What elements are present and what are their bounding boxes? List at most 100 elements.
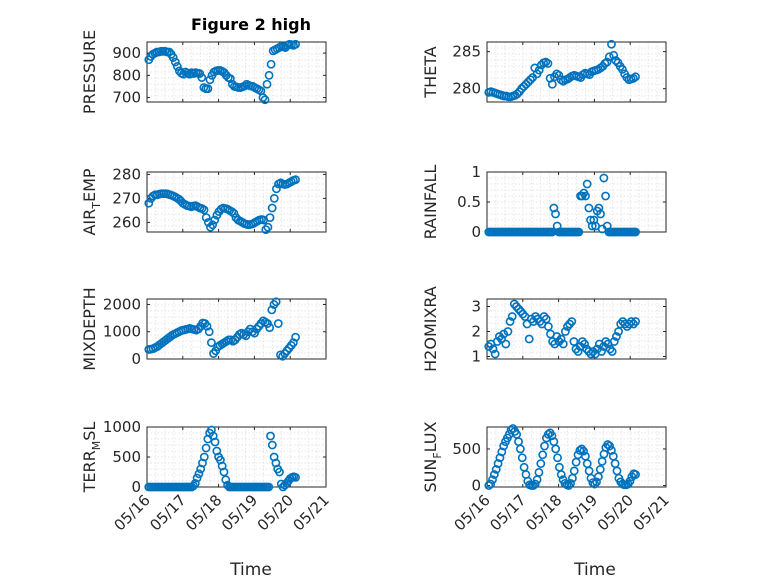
theta-data-point	[611, 56, 621, 65]
h2omixra-data-point	[569, 337, 579, 346]
sunflux-data-point	[597, 456, 607, 466]
pressure-data-point	[168, 53, 178, 62]
pressure-data-point	[205, 75, 215, 85]
pressure-data-point	[291, 39, 300, 49]
h2omixra-data-point	[573, 347, 583, 356]
y-tick-label: 2000	[103, 295, 141, 313]
sunflux-data-point	[584, 466, 594, 476]
mixdepth-data-point	[202, 321, 212, 331]
mixdepth-data-point	[273, 319, 283, 328]
airtemp-data-point	[267, 203, 277, 213]
pressure-data-point	[164, 47, 174, 57]
pressure-data-point	[203, 84, 213, 94]
h2omixra-data-point	[577, 337, 587, 346]
h2omixra-data-point	[539, 312, 549, 321]
x-tick-label: 05/18	[522, 491, 565, 534]
airtemp-data-point	[210, 215, 220, 225]
y-tick-label: 0	[131, 350, 141, 368]
theta-data-point	[519, 82, 529, 91]
mixdepth-data-point	[289, 338, 298, 348]
terrmsl-data-point	[192, 473, 202, 483]
theta-data-point	[604, 52, 614, 62]
airtemp-data-point	[265, 213, 275, 222]
sunflux-data-point	[491, 465, 501, 474]
airtemp-data-point	[272, 184, 281, 194]
airtemp-axes-frame	[146, 171, 327, 233]
h2omixra-data-point	[580, 339, 589, 349]
rainfall-data-point	[549, 203, 559, 213]
pressure-data-point	[266, 59, 276, 69]
pressure-data-point	[179, 69, 188, 79]
rainfall-data-point	[601, 191, 610, 201]
y-tick-label: 260	[112, 213, 141, 231]
sunflux-data-point	[536, 459, 546, 468]
x-tick-label: 05/19	[558, 491, 601, 534]
h2omixra-data-point	[524, 334, 534, 344]
y-tick-label: 1	[471, 163, 481, 181]
sunflux-data-point	[625, 476, 635, 486]
terrmsl-data-point	[201, 443, 211, 453]
airtemp-data-point	[199, 205, 209, 215]
h2omixra-data-point	[518, 309, 528, 319]
rainfall-data-point	[574, 227, 584, 237]
sunflux-data-point	[497, 447, 507, 457]
y-tick-label: 1	[471, 348, 481, 366]
h2omixra-data-point	[514, 304, 523, 314]
y-tick-label: 3	[471, 298, 481, 316]
theta-data-point	[517, 84, 527, 94]
h2omixra-data-point	[516, 307, 526, 316]
rainfall-axes-frame	[486, 171, 667, 233]
sunflux-data-point	[595, 465, 605, 474]
sunflux-data-point	[493, 459, 503, 468]
theta-axes-frame	[486, 41, 667, 103]
x-tick-label: 05/17	[486, 491, 529, 534]
mixdepth-data-point	[291, 332, 300, 342]
theta-ylabel: THETA	[421, 46, 440, 98]
terrmsl-data-point	[267, 440, 277, 450]
rainfall-data-point	[586, 215, 595, 225]
sunflux-data-point	[577, 444, 587, 454]
rainfall-data-point	[596, 209, 605, 219]
pressure-data-point	[260, 95, 270, 105]
y-tick-label: 0	[471, 223, 481, 241]
x-tick-label: 05/19	[218, 491, 261, 534]
h2omixra-data-point	[503, 327, 513, 336]
y-tick-label: 0.5	[457, 193, 481, 211]
sunflux-data-point	[590, 479, 600, 489]
sunflux-data-point	[515, 444, 525, 454]
terrmsl-data-point	[291, 472, 300, 482]
airtemp-ylabel: AIRTEMP	[80, 168, 103, 235]
theta-data-point	[609, 50, 619, 60]
sunflux-axes-frame	[486, 426, 667, 488]
sunflux-data-point	[571, 457, 581, 467]
h2omixra-data-point	[531, 312, 540, 321]
pressure-data-point	[197, 73, 207, 82]
sunflux-data-point	[532, 475, 542, 485]
sunflux-data-point	[486, 479, 496, 489]
rainfall-data-point	[584, 203, 594, 213]
sunflux-data-point	[538, 450, 548, 460]
sunflux-data-point	[530, 479, 540, 489]
airtemp-data-point	[144, 198, 154, 208]
sunflux-data-point	[519, 462, 529, 472]
sunflux-data-point	[569, 466, 579, 476]
h2omixra-data-point	[507, 312, 517, 321]
rainfall-data-point	[551, 209, 560, 219]
y-tick-label: 280	[112, 165, 141, 183]
h2omixra-data-point	[626, 317, 636, 326]
sunflux-data-point	[566, 478, 575, 488]
terrmsl-ylabel: TERRMSL	[80, 422, 103, 494]
rainfall-data-point	[599, 173, 609, 183]
pressure-data-point	[240, 81, 250, 91]
x-tick-label: 05/17	[146, 491, 189, 534]
y-tick-label: 900	[112, 44, 141, 62]
rainfall-data-point	[581, 191, 590, 201]
pressure-data-point	[262, 79, 272, 89]
h2omixra-data-point	[512, 302, 521, 311]
sunflux-data-point	[547, 431, 557, 441]
mixdepth-data-point	[204, 327, 214, 337]
h2omixra-data-point	[605, 344, 615, 354]
pressure-data-point	[258, 93, 268, 102]
terrmsl-data-point	[194, 469, 204, 479]
